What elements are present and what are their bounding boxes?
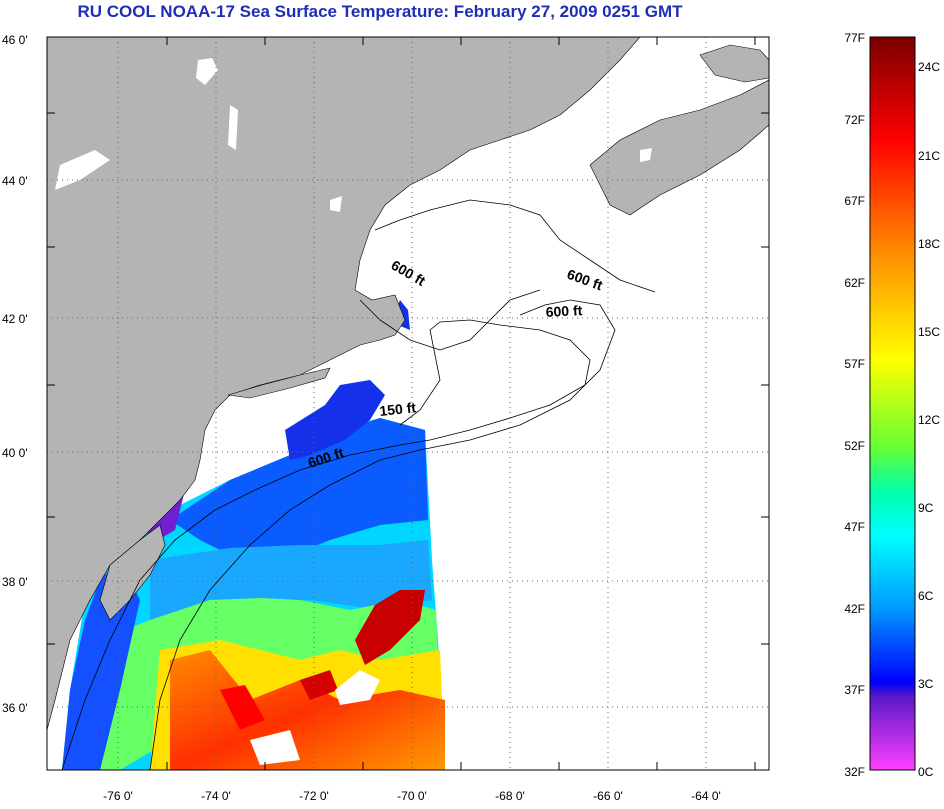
colorbar-c-labels: 24C 21C 18C 15C 12C 9C 6C 3C 0C bbox=[918, 60, 940, 779]
lon-label-72: -72 0' bbox=[299, 789, 329, 803]
svg-text:3C: 3C bbox=[918, 677, 934, 691]
lon-label-70: -70 0' bbox=[397, 789, 427, 803]
lon-label-76: -76 0' bbox=[103, 789, 133, 803]
lat-label-36: 36 0' bbox=[2, 701, 28, 715]
temperature-colorbar: 77F 72F 67F 62F 57F 52F 47F 42F 37F 32F … bbox=[844, 31, 940, 779]
svg-text:32F: 32F bbox=[844, 765, 865, 779]
lon-label-64: -64 0' bbox=[691, 789, 721, 803]
map-title: RU COOL NOAA-17 Sea Surface Temperature:… bbox=[77, 2, 683, 21]
lat-label-38: 38 0' bbox=[2, 575, 28, 589]
svg-text:42F: 42F bbox=[844, 602, 865, 616]
lon-label-74: -74 0' bbox=[201, 789, 231, 803]
svg-text:18C: 18C bbox=[918, 237, 940, 251]
cold-patch-new-england bbox=[285, 380, 385, 460]
map-frame bbox=[46, 36, 770, 771]
contour-label-600-georges: 600 ft bbox=[545, 302, 583, 320]
lon-label-66: -66 0' bbox=[593, 789, 623, 803]
svg-text:0C: 0C bbox=[918, 765, 934, 779]
land-long-island bbox=[227, 367, 331, 399]
land-delmarva bbox=[99, 524, 166, 621]
lat-label-44: 44 0' bbox=[2, 174, 28, 188]
svg-text:9C: 9C bbox=[918, 501, 934, 515]
svg-text:67F: 67F bbox=[844, 194, 865, 208]
svg-text:21C: 21C bbox=[918, 149, 940, 163]
land-nova-scotia bbox=[589, 79, 769, 216]
svg-text:6C: 6C bbox=[918, 589, 934, 603]
colorbar-gradient bbox=[869, 36, 916, 771]
svg-text:52F: 52F bbox=[844, 439, 865, 453]
svg-text:62F: 62F bbox=[844, 276, 865, 290]
lon-label-68: -68 0' bbox=[495, 789, 525, 803]
lat-label-42: 42 0' bbox=[2, 312, 28, 326]
frame-ticks bbox=[47, 37, 769, 770]
lat-label-40: 40 0' bbox=[2, 446, 28, 460]
svg-text:57F: 57F bbox=[844, 357, 865, 371]
svg-text:47F: 47F bbox=[844, 520, 865, 534]
svg-text:37F: 37F bbox=[844, 683, 865, 697]
contour-label-150: 150 ft bbox=[379, 399, 417, 419]
lat-label-46: 46 0' bbox=[2, 33, 28, 47]
warm-core-eddy bbox=[355, 590, 425, 665]
bathymetry-contours bbox=[61, 199, 656, 770]
graticule bbox=[47, 37, 769, 770]
svg-text:24C: 24C bbox=[918, 60, 940, 74]
svg-text:15C: 15C bbox=[918, 325, 940, 339]
svg-text:77F: 77F bbox=[844, 31, 865, 45]
svg-text:12C: 12C bbox=[918, 413, 940, 427]
svg-text:72F: 72F bbox=[844, 113, 865, 127]
colorbar-f-labels: 77F 72F 67F 62F 57F 52F 47F 42F 37F 32F bbox=[844, 31, 865, 779]
sst-map: 600 ft 600 ft 600 ft 150 ft 600 ft 46 0'… bbox=[2, 33, 770, 803]
land-cape-breton bbox=[699, 44, 769, 83]
inland-lakes bbox=[55, 58, 652, 212]
